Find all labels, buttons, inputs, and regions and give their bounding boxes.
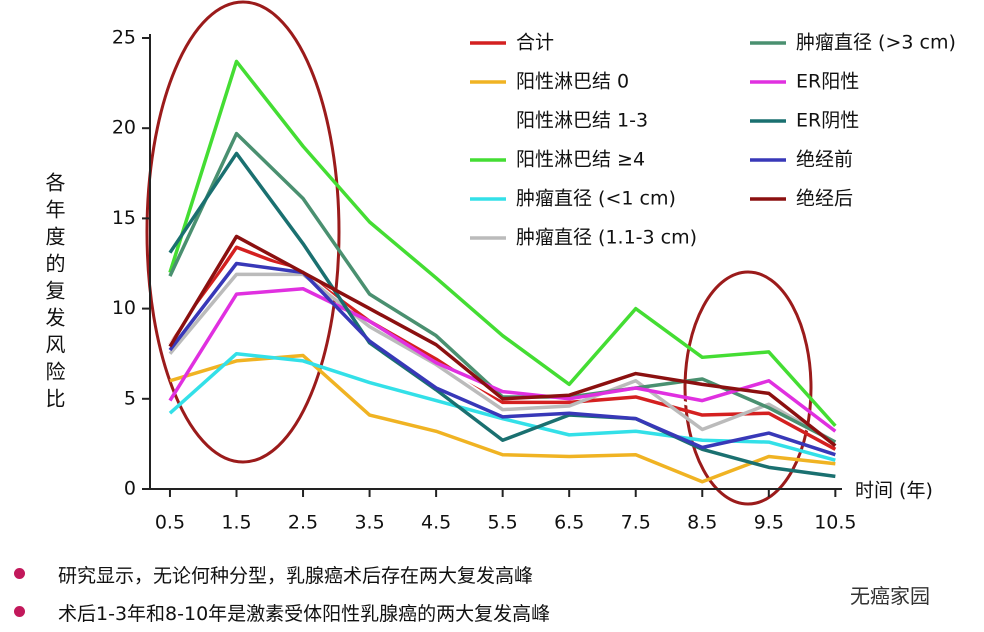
series-line — [168, 245, 837, 451]
y-tick-label: 25 — [112, 27, 136, 49]
bullet — [14, 568, 25, 579]
series-line — [168, 261, 836, 457]
y-tick-label: 20 — [112, 117, 136, 139]
x-axis-label: 时间 (年) — [855, 480, 933, 502]
x-tick-label: 6.5 — [554, 512, 584, 534]
series-line — [168, 151, 836, 479]
x-tick-label: 0.5 — [155, 512, 185, 534]
y-tick-label: 0 — [124, 478, 136, 500]
series-line — [168, 131, 837, 444]
x-tick-label: 7.5 — [621, 512, 651, 534]
legend-label: 绝经后 — [796, 188, 853, 210]
x-tick-label: 1.5 — [221, 512, 251, 534]
legend-label: ER阳性 — [796, 71, 859, 93]
legend-label: 阳性淋巴结 0 — [516, 71, 629, 93]
bullet — [14, 606, 25, 617]
legend-label: 阳性淋巴结 1-3 — [516, 110, 648, 132]
legend-label: 肿瘤直径 (<1 cm) — [516, 188, 676, 210]
x-tick-label: 10.5 — [814, 512, 856, 534]
x-tick-label: 2.5 — [288, 512, 318, 534]
legend-label: 肿瘤直径 (>3 cm) — [796, 32, 956, 54]
legend-label: ER阴性 — [796, 110, 859, 132]
note: 术后1-3年和8-10年是激素受体阳性乳腺癌的两大复发高峰 — [58, 603, 551, 625]
x-tick-label: 5.5 — [488, 512, 518, 534]
highlight-ellipse — [145, 0, 341, 464]
y-tick-label: 5 — [124, 387, 136, 409]
legend-label: 肿瘤直径 (1.1-3 cm) — [516, 227, 697, 249]
series-line — [168, 272, 837, 444]
y-axis-label: 各年度的复发风险比 — [42, 172, 66, 415]
x-tick-label: 3.5 — [354, 512, 384, 534]
x-tick-label: 9.5 — [754, 512, 784, 534]
series-line — [168, 59, 837, 428]
y-tick-label: 15 — [112, 207, 136, 229]
series-line — [168, 234, 837, 448]
legend-label: 绝经前 — [796, 149, 853, 171]
legend-label: 阳性淋巴结 ≥4 — [516, 149, 645, 171]
x-tick-label: 4.5 — [421, 512, 451, 534]
watermark: 无癌家园 — [850, 584, 930, 608]
series-line — [168, 287, 837, 433]
highlight-ellipse — [683, 270, 813, 506]
legend-label: 合计 — [516, 32, 554, 54]
note: 研究显示，无论何种分型，乳腺癌术后存在两大复发高峰 — [58, 565, 534, 587]
series-line — [168, 351, 836, 462]
x-tick-label: 8.5 — [687, 512, 717, 534]
y-tick-label: 10 — [112, 297, 136, 319]
